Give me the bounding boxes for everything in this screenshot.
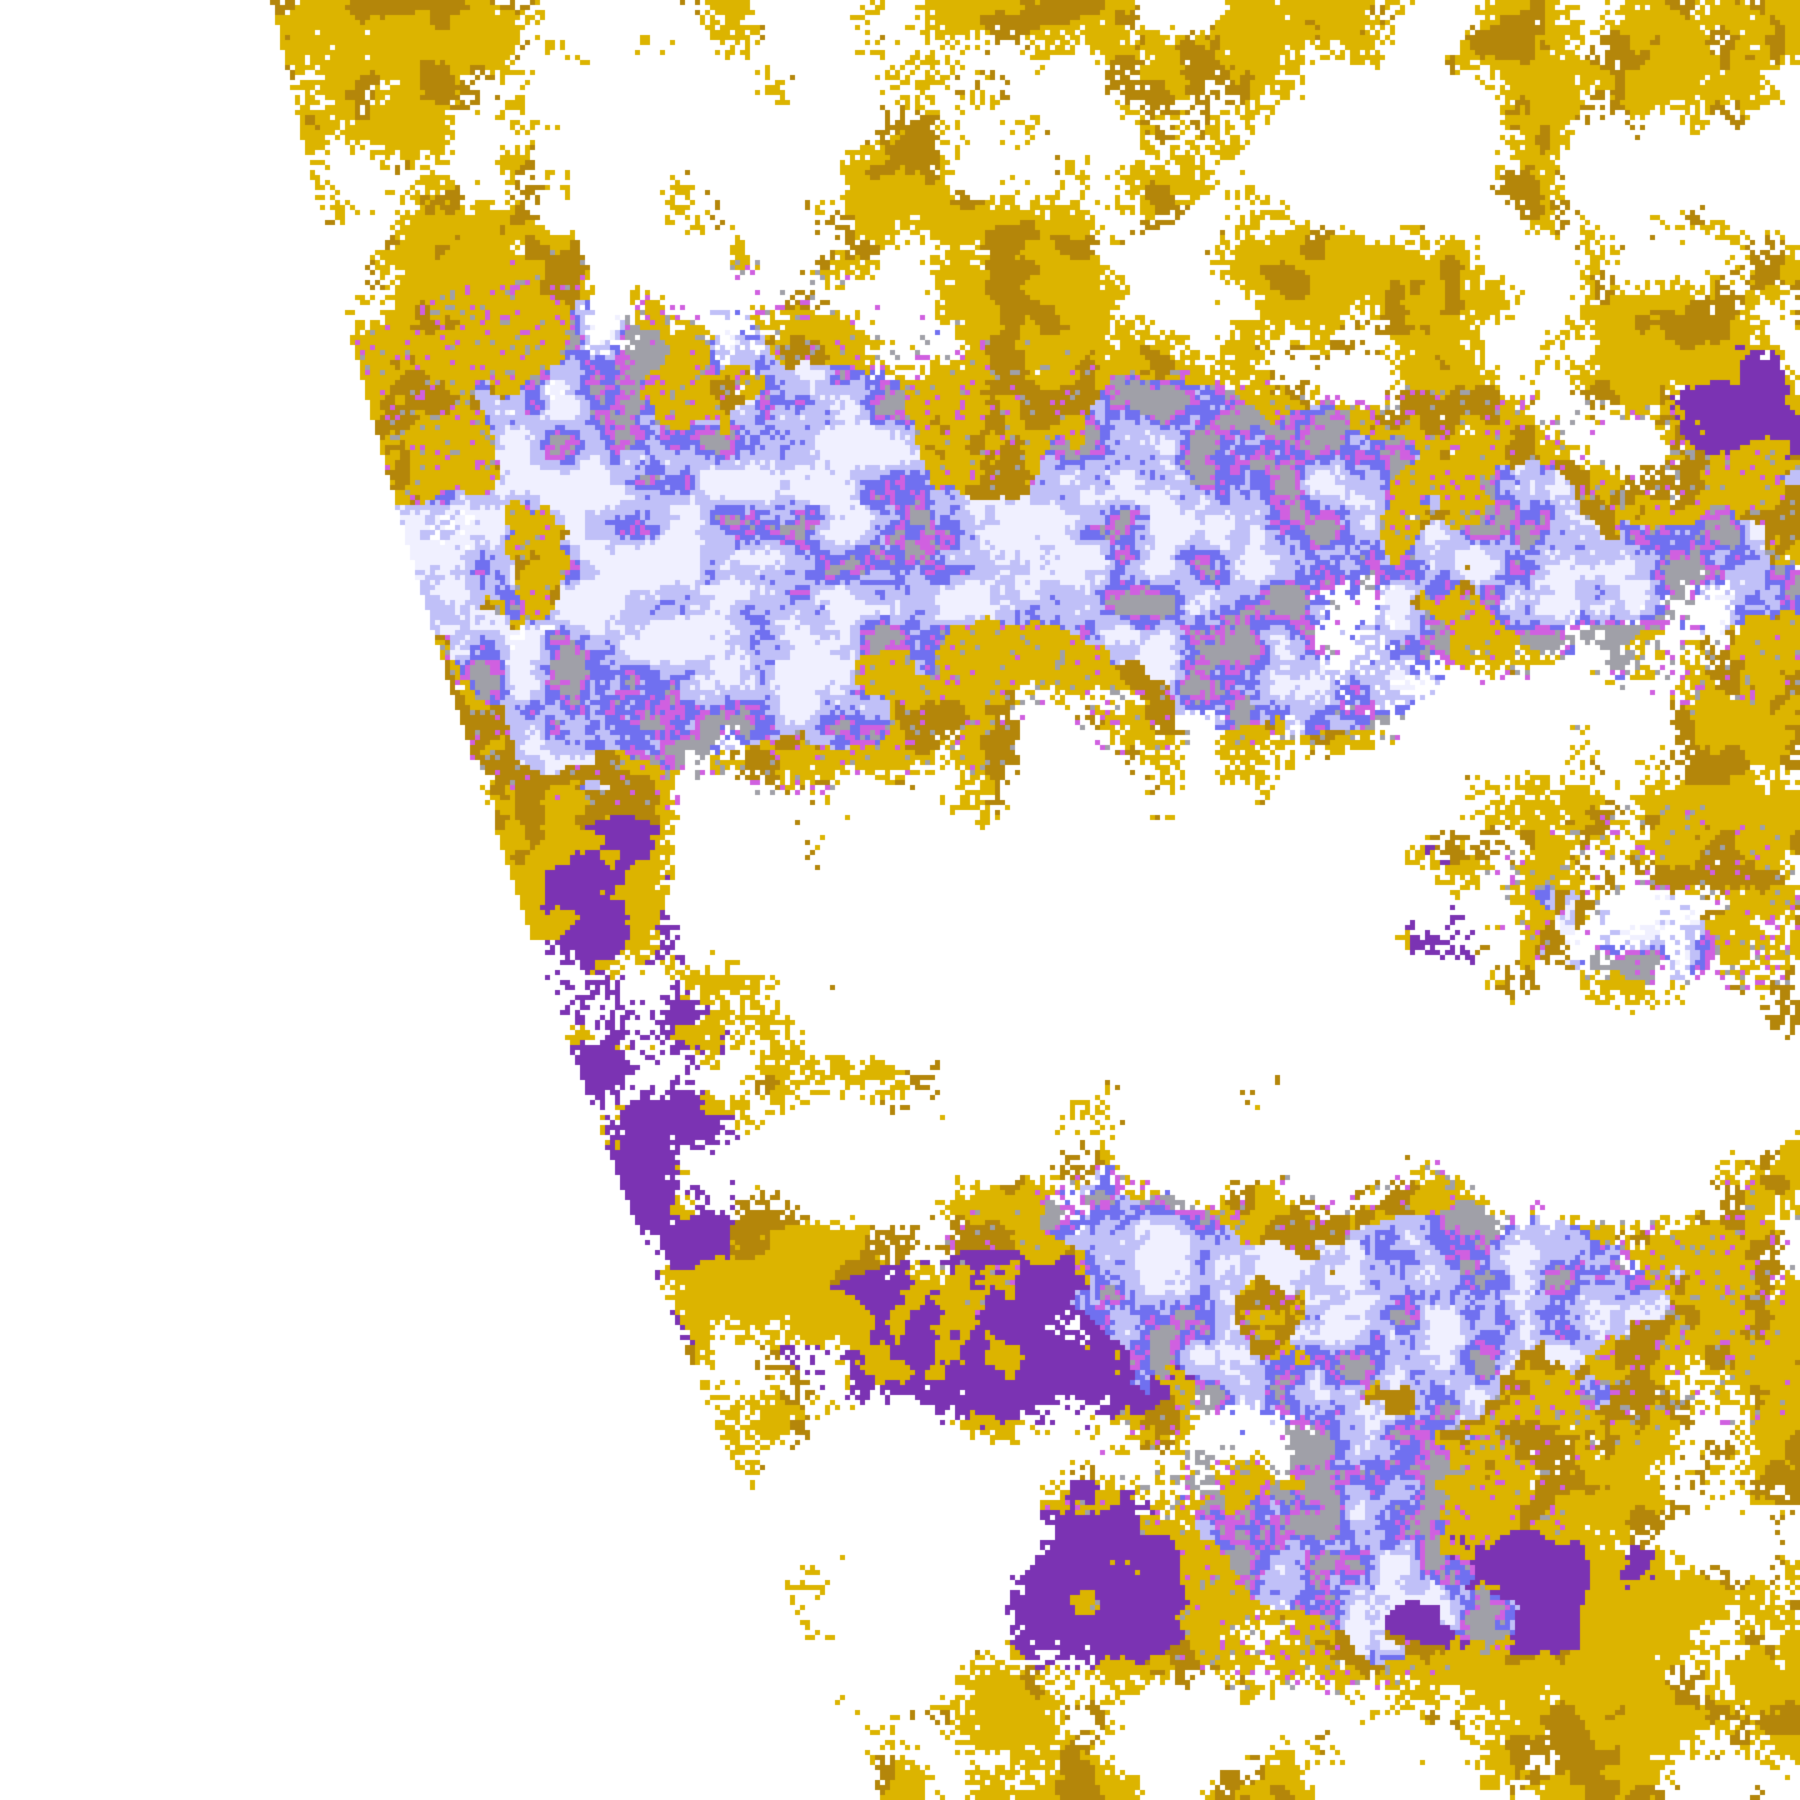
cloud-classification-map [0, 0, 1800, 1800]
satellite-map [0, 0, 1800, 1800]
